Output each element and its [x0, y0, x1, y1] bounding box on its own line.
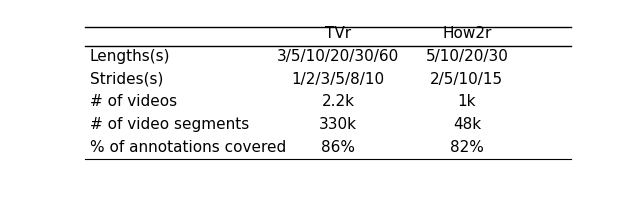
- Text: 82%: 82%: [450, 140, 484, 154]
- Text: 1k: 1k: [458, 94, 476, 109]
- Text: % of annotations covered: % of annotations covered: [90, 140, 286, 154]
- Text: 330k: 330k: [319, 117, 357, 132]
- Text: # of video segments: # of video segments: [90, 117, 249, 132]
- Text: 1/2/3/5/8/10: 1/2/3/5/8/10: [291, 72, 385, 86]
- Text: TVr: TVr: [325, 26, 351, 41]
- Text: Lengths(s): Lengths(s): [90, 49, 170, 64]
- Text: Strides(s): Strides(s): [90, 72, 163, 86]
- Text: 48k: 48k: [453, 117, 481, 132]
- Text: 5/10/20/30: 5/10/20/30: [426, 49, 508, 64]
- Text: 2.2k: 2.2k: [321, 94, 355, 109]
- Text: 2/5/10/15: 2/5/10/15: [430, 72, 504, 86]
- Text: 3/5/10/20/30/60: 3/5/10/20/30/60: [276, 49, 399, 64]
- Text: How2r: How2r: [442, 26, 492, 41]
- Text: # of videos: # of videos: [90, 94, 177, 109]
- Text: 86%: 86%: [321, 140, 355, 154]
